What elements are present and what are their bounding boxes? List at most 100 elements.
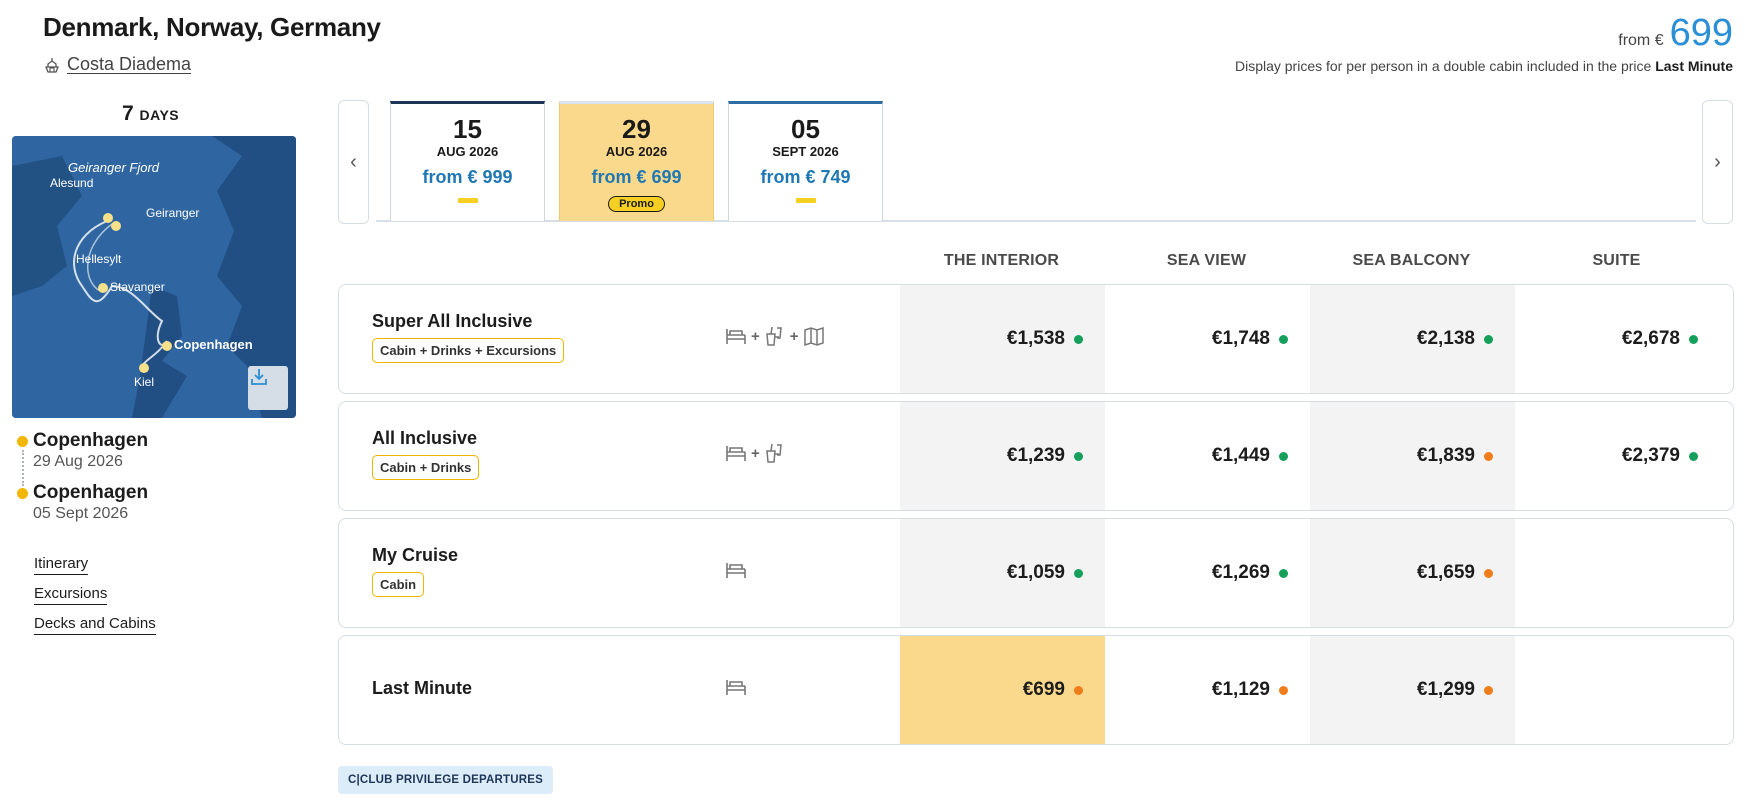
fare-name: My Cruise [372,545,459,565]
column-header-sea-balcony: SEA BALCONY [1352,252,1471,269]
price-cell-sea-balcony[interactable]: €1,299 [1310,636,1515,744]
price-note-bold: Last Minute [1655,58,1733,74]
date-tab-month: SEPT 2026 [772,144,839,159]
price-value: €1,299 [1416,679,1475,700]
departure-dot [17,436,28,447]
itinerary-link[interactable]: Itinerary [34,555,89,575]
decks-cabins-link[interactable]: Decks and Cabins [34,615,156,635]
fare-row-super-all-inclusive: Super All Inclusive Cabin + Drinks + Exc… [338,284,1734,394]
price-cell-interior[interactable]: €1,538 [900,285,1105,393]
availability-dot [1484,685,1493,695]
fare-row-all-inclusive: All Inclusive Cabin + Drinks + €1,239 €1… [338,401,1734,511]
plus-sign: + [751,444,760,462]
price-value: €699 [1022,679,1065,700]
availability-dot [1484,451,1493,461]
date-tab-price: from € 749 [760,167,851,187]
prev-dates-button[interactable]: ‹ [338,100,369,224]
from-price: from € 699 [1618,12,1733,55]
date-tab-2[interactable]: 29 AUG 2026 from € 699 Promo [559,101,714,221]
price-cell-sea-balcony[interactable]: €1,659 [1310,519,1515,627]
price-cell-sea-view[interactable]: €1,449 [1105,402,1310,510]
route-summary: Copenhagen 29 Aug 2026 Copenhagen 05 Sep… [14,430,148,534]
arrival-dot [17,488,28,499]
fare-icons [724,676,748,698]
price-cell-sea-balcony[interactable]: €2,138 [1310,285,1515,393]
price-cell-interior[interactable]: €699 [900,636,1105,744]
availability-dot [1689,334,1698,344]
price-value: €1,059 [1006,562,1065,583]
info-links: Itinerary Excursions Decks and Cabins [34,555,156,635]
bed-icon [726,563,746,578]
club-privilege-button[interactable]: C|CLUB PRIVILEGE DEPARTURES [338,766,553,794]
plus-sign: + [751,327,760,345]
fare-row-last-minute: Last Minute €699 €1,129 €1,299 [338,635,1734,745]
departure-city: Copenhagen [33,430,149,451]
map-download-button[interactable] [248,366,288,410]
fare-name: All Inclusive [372,428,478,448]
availability-dot [1484,334,1493,344]
tabs-baseline [376,220,1696,222]
map-label-hellesylt: Hellesylt [76,252,122,266]
duration-unit: DAYS [139,107,180,123]
excursions-link[interactable]: Excursions [34,585,108,605]
price-value: €1,659 [1416,562,1475,583]
price-cell-sea-view[interactable]: €1,129 [1105,636,1310,744]
duration-days: 7 DAYS [122,102,179,126]
next-dates-button[interactable]: › [1702,100,1733,224]
price-cell-suite[interactable]: €2,379 [1515,402,1720,510]
price-cell-sea-view[interactable]: €1,748 [1105,285,1310,393]
from-price-prefix: from € [1618,32,1664,49]
chevron-left-icon: ‹ [350,150,357,173]
map-icon [803,326,824,347]
price-value: €1,129 [1211,679,1270,700]
price-value: €2,379 [1621,445,1680,466]
fare-icons [724,559,748,581]
date-tab-day: 05 [791,114,820,144]
download-icon [251,369,267,385]
availability-dot [1074,685,1083,695]
availability-dot [1279,685,1288,695]
fare-name: Super All Inclusive [372,311,533,331]
fare-info: All Inclusive Cabin + Drinks [372,428,480,480]
from-price-amount: 699 [1669,12,1733,54]
price-value: €1,239 [1006,445,1065,466]
date-tab-3[interactable]: 05 SEPT 2026 from € 749 [728,101,883,221]
ship-link[interactable]: Costa Diadema [43,54,191,75]
price-value: €1,449 [1211,445,1270,466]
fare-badge: Cabin + Drinks [372,455,480,480]
price-value: €1,538 [1006,328,1065,349]
price-note: Display prices for per person in a doubl… [1235,58,1733,74]
map-label-copenhagen: Copenhagen [174,337,253,352]
fare-icons: + + [724,325,826,347]
price-cell-sea-balcony[interactable]: €1,839 [1310,402,1515,510]
departure-stop: Copenhagen 29 Aug 2026 [14,430,148,482]
bed-icon [726,329,746,344]
date-tab-1[interactable]: 15 AUG 2026 from € 999 [390,101,545,221]
fare-row-my-cruise: My Cruise Cabin €1,059 €1,269 €1,659 [338,518,1734,628]
availability-dot [1279,451,1288,461]
map-label-geiranger: Geiranger [146,206,200,220]
ship-name[interactable]: Costa Diadema [67,54,192,74]
itinerary-map[interactable]: Geiranger Fjord Alesund Geiranger Helles… [12,136,296,418]
price-cell-interior[interactable]: €1,239 [900,402,1105,510]
availability-dot [1074,334,1083,344]
availability-dot [1074,568,1083,578]
price-note-text: Display prices for per person in a doubl… [1234,58,1656,74]
availability-dot [1484,568,1493,578]
price-cell-sea-view[interactable]: €1,269 [1105,519,1310,627]
map-label-geiranger-fjord: Geiranger Fjord [68,160,160,175]
price-cell-suite[interactable]: €2,678 [1515,285,1720,393]
bed-icon [726,680,746,695]
availability-dot [1279,568,1288,578]
price-cell-interior[interactable]: €1,059 [900,519,1105,627]
duration-number: 7 [122,102,134,125]
date-tab-month: AUG 2026 [436,144,499,159]
fare-icons: + [724,442,787,464]
fare-badge: Cabin + Drinks + Excursions [372,338,565,363]
price-value: €1,748 [1211,328,1270,349]
column-header-interior: THE INTERIOR [943,252,1060,269]
drinks-icon [765,326,782,346]
price-value: €2,138 [1416,328,1475,349]
departure-date: 29 Aug 2026 [33,453,123,470]
date-tab-day: 15 [453,114,482,144]
